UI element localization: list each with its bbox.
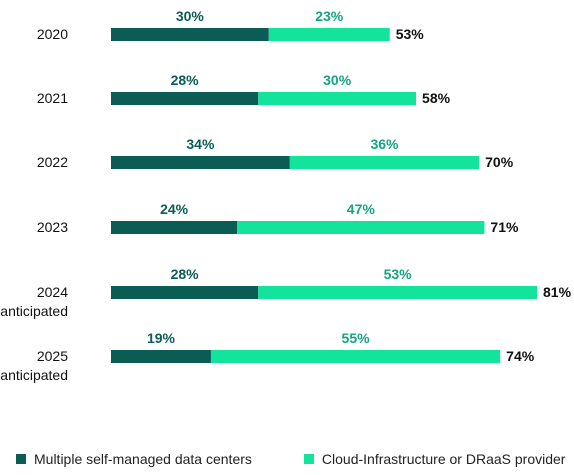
bar-cloud-infrastructure-or-draas-provider-2025 (210, 350, 501, 363)
bar-cloud-infrastructure-or-draas-provider-2021 (258, 92, 417, 105)
total-label-2025: 74% (506, 348, 535, 364)
data-label-multiple-self-managed-data-centers-2025: 19% (147, 330, 176, 346)
total-label-2022: 70% (485, 154, 514, 170)
category-label-2025: 2025 (37, 348, 68, 364)
bar-multiple-self-managed-data-centers-2023 (111, 221, 238, 234)
total-label-2021: 58% (422, 90, 451, 106)
legend-label-cloud-infrastructure-or-draas-provider: Cloud-Infrastructure or DRaaS provider (321, 451, 566, 467)
legend-swatch-multiple-self-managed-data-centers (16, 454, 26, 464)
data-label-cloud-infrastructure-or-draas-provider-2025: 55% (342, 330, 371, 346)
legend-item-multiple-self-managed-data-centers: Multiple self-managed data centers (16, 451, 252, 467)
data-label-multiple-self-managed-data-centers-2024: 28% (171, 266, 200, 282)
legend-label-multiple-self-managed-data-centers: Multiple self-managed data centers (34, 451, 252, 467)
legend-item-cloud-infrastructure-or-draas-provider: Cloud-Infrastructure or DRaaS provider (303, 451, 566, 467)
legend: Multiple self-managed data centers Cloud… (16, 451, 565, 467)
category-label-2024: 2024 (37, 284, 68, 300)
total-label-2024: 81% (543, 284, 572, 300)
data-label-multiple-self-managed-data-centers-2023: 24% (160, 201, 189, 217)
category-label-2022: 2022 (37, 154, 68, 170)
category-label-2020: 2020 (37, 26, 68, 42)
data-label-cloud-infrastructure-or-draas-provider-2024: 53% (384, 266, 413, 282)
bar-cloud-infrastructure-or-draas-provider-2022 (289, 156, 480, 169)
bar-multiple-self-managed-data-centers-2025 (111, 350, 211, 363)
category-label-2023: 2023 (37, 219, 68, 235)
data-label-cloud-infrastructure-or-draas-provider-2023: 47% (347, 201, 376, 217)
total-label-2023: 71% (490, 219, 519, 235)
total-label-2020: 53% (396, 26, 425, 42)
bar-cloud-infrastructure-or-draas-provider-2023 (237, 221, 485, 234)
bar-multiple-self-managed-data-centers-2022 (111, 156, 290, 169)
bar-cloud-infrastructure-or-draas-provider-2024 (258, 286, 537, 299)
data-label-multiple-self-managed-data-centers-2021: 28% (171, 72, 200, 88)
bar-multiple-self-managed-data-centers-2024 (111, 286, 259, 299)
data-label-cloud-infrastructure-or-draas-provider-2021: 30% (323, 72, 352, 88)
data-label-multiple-self-managed-data-centers-2020: 30% (176, 8, 205, 24)
data-label-cloud-infrastructure-or-draas-provider-2022: 36% (370, 136, 399, 152)
bar-multiple-self-managed-data-centers-2020 (111, 28, 269, 41)
category-label-2021: 2021 (37, 90, 68, 106)
category-sublabel-2024: anticipated (0, 303, 68, 319)
bar-cloud-infrastructure-or-draas-provider-2020 (268, 28, 390, 41)
legend-swatch-cloud-infrastructure-or-draas-provider (303, 454, 314, 464)
bar-multiple-self-managed-data-centers-2021 (111, 92, 259, 105)
data-label-multiple-self-managed-data-centers-2022: 34% (186, 136, 215, 152)
category-sublabel-2025: anticipated (0, 367, 68, 383)
data-label-cloud-infrastructure-or-draas-provider-2020: 23% (315, 8, 344, 24)
